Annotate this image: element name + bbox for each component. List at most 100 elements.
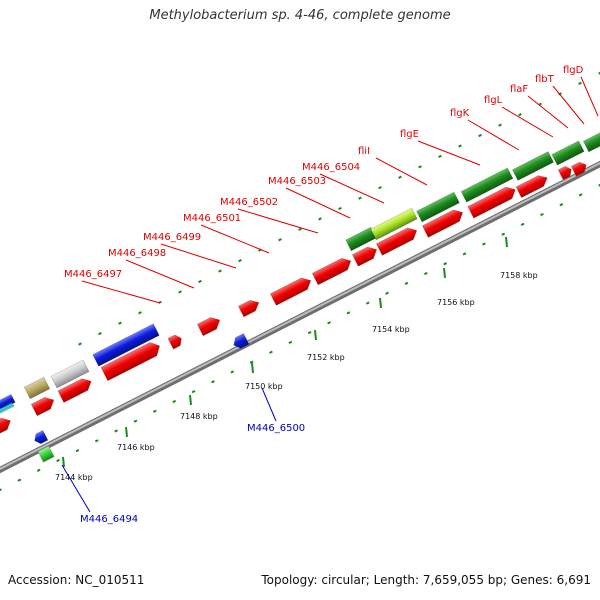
reverse-cds-box — [37, 445, 55, 463]
small-gene-box — [0, 402, 15, 414]
lower-tick-mark — [520, 222, 525, 226]
upper-tick-mark — [338, 206, 342, 211]
lower-tick-mark — [249, 360, 254, 364]
gene-label: M446_6499 — [143, 232, 201, 243]
lower-tick-mark — [598, 183, 600, 187]
lower-tick-mark — [578, 193, 583, 197]
gene-label-leader — [285, 187, 351, 219]
grey-gene-box — [50, 359, 90, 389]
gene-label: M446_6498 — [108, 248, 166, 259]
upper-tick-mark — [418, 165, 422, 169]
lower-tick-mark — [307, 330, 312, 335]
lower-tick-mark — [404, 281, 409, 286]
gene-label-leader — [501, 106, 554, 138]
lower-tick-mark — [172, 399, 177, 404]
gene-label: flgE — [400, 129, 419, 140]
lower-tick-mark — [191, 389, 196, 394]
backbone-highlight — [0, 161, 600, 471]
upper-tick-mark — [478, 133, 482, 138]
lower-tick-mark — [230, 370, 235, 374]
gene-label: flgK — [450, 108, 470, 119]
major-tick — [62, 456, 65, 468]
upper-tick-mark — [178, 290, 182, 294]
cds-arrow — [351, 246, 378, 267]
upper-tick-mark — [298, 227, 302, 231]
cds-arrow — [0, 417, 11, 440]
gene-label-leader — [319, 173, 385, 204]
upper-tick-mark — [578, 81, 582, 86]
lower-tick-mark — [152, 409, 157, 413]
accession-text: Accession: NC_010511 — [8, 573, 145, 587]
upper-tick-mark — [98, 331, 102, 336]
cds-arrow — [311, 257, 352, 286]
flagellar-gene-box — [512, 151, 554, 181]
upper-tick-mark — [138, 311, 142, 315]
scale-tick-label: 7150 kbp — [245, 382, 283, 391]
lower-tick-mark — [94, 439, 99, 443]
lower-tick-mark — [114, 429, 119, 433]
cds-arrow — [57, 378, 92, 403]
flagellar-gene-box — [416, 191, 460, 223]
gene-label-leader — [552, 85, 585, 125]
cds-arrow — [467, 186, 516, 219]
gene-label: M446_6503 — [268, 176, 326, 187]
lower-tick-mark — [133, 419, 138, 423]
cds-arrow — [30, 397, 55, 417]
gene-label-leader — [237, 208, 319, 234]
upper-tick-mark — [398, 175, 402, 179]
cds-arrow — [557, 165, 572, 181]
cds-arrow — [237, 299, 260, 318]
major-tick — [505, 236, 508, 248]
upper-tick-mark — [318, 217, 322, 221]
gene-label-leader — [375, 157, 428, 186]
major-tick — [125, 426, 128, 438]
major-tick — [443, 267, 446, 279]
upper-tick-mark — [498, 123, 502, 127]
gene-label: flgD — [563, 65, 584, 76]
upper-tick-mark — [458, 144, 462, 148]
gene-label-leader — [200, 224, 270, 254]
scale-tick-label: 7152 kbp — [307, 353, 345, 362]
lower-tick-mark — [0, 488, 2, 492]
upper-tick-mark — [378, 186, 382, 190]
gene-label: fliI — [358, 146, 370, 157]
map-title: Methylobacterium sp. 4-46, complete geno… — [149, 8, 451, 23]
gene-label: flaF — [510, 84, 528, 95]
upper-tick-mark — [198, 279, 202, 284]
gene-label: M446_6502 — [220, 197, 278, 208]
blue-gene-box — [92, 323, 160, 367]
scale-tick-label: 7154 kbp — [372, 325, 410, 334]
cds-arrow — [515, 175, 548, 199]
cds-arrow — [269, 277, 312, 306]
gene-label-leader — [417, 140, 481, 166]
gene-label-leader — [61, 464, 91, 513]
upper-tick-mark — [598, 71, 600, 75]
lower-tick-mark — [17, 478, 22, 482]
gene-label-leader — [125, 259, 195, 289]
flagellar-gene-box — [370, 207, 418, 241]
lower-tick-mark — [211, 380, 215, 384]
upper-tick-mark — [358, 196, 362, 200]
lower-tick-mark — [443, 262, 448, 266]
gene-label-leader — [81, 280, 161, 304]
lower-tick-mark — [288, 340, 293, 345]
cds-arrow — [570, 161, 587, 177]
cds-arrow — [421, 209, 464, 238]
gene-label: flgL — [484, 95, 503, 106]
flagellar-gene-box — [551, 140, 585, 166]
major-tick — [189, 394, 192, 406]
major-tick — [314, 329, 317, 341]
upper-tick-mark — [518, 113, 522, 117]
scale-tick-label: 7148 kbp — [180, 412, 218, 421]
gene-label-leader — [261, 387, 277, 422]
gene-label: M446_6497 — [64, 269, 122, 280]
scale-tick-label: 7158 kbp — [500, 271, 538, 280]
scale-tick-label: 7146 kbp — [117, 443, 155, 452]
lower-tick-mark — [462, 252, 467, 256]
gene-label-bottom: M446_6500 — [247, 423, 305, 434]
reverse-cds-arrow — [34, 429, 49, 445]
lower-tick-mark — [75, 449, 80, 453]
gene-label-leader — [467, 119, 520, 151]
lower-tick-mark — [501, 232, 506, 236]
